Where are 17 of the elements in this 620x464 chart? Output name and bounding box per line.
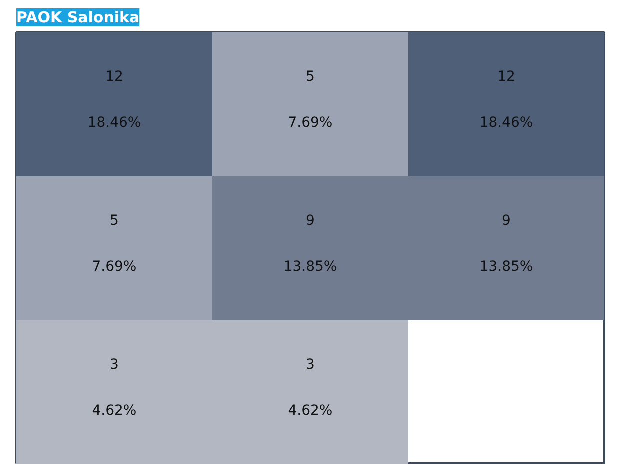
- data-label: 9: [306, 213, 315, 230]
- annotation: 4.62%: [288, 403, 333, 420]
- annotation: 18.46%: [480, 115, 534, 132]
- data-label: 3: [306, 357, 315, 374]
- data-label: 3: [110, 357, 119, 374]
- annotation: 4.62%: [92, 403, 137, 420]
- data-label: 5: [110, 213, 119, 230]
- annotation: 13.85%: [284, 259, 338, 276]
- annotation: 7.69%: [92, 259, 137, 276]
- chart-title: PAOK Salonika: [16, 8, 140, 26]
- annotation: 18.46%: [88, 115, 142, 132]
- data-label: 5: [306, 69, 315, 86]
- annotation: 13.85%: [480, 259, 534, 276]
- data-label: 9: [502, 213, 511, 230]
- annotation: 7.69%: [288, 115, 333, 132]
- data-label: 12: [498, 69, 516, 86]
- data-label: 12: [106, 69, 124, 86]
